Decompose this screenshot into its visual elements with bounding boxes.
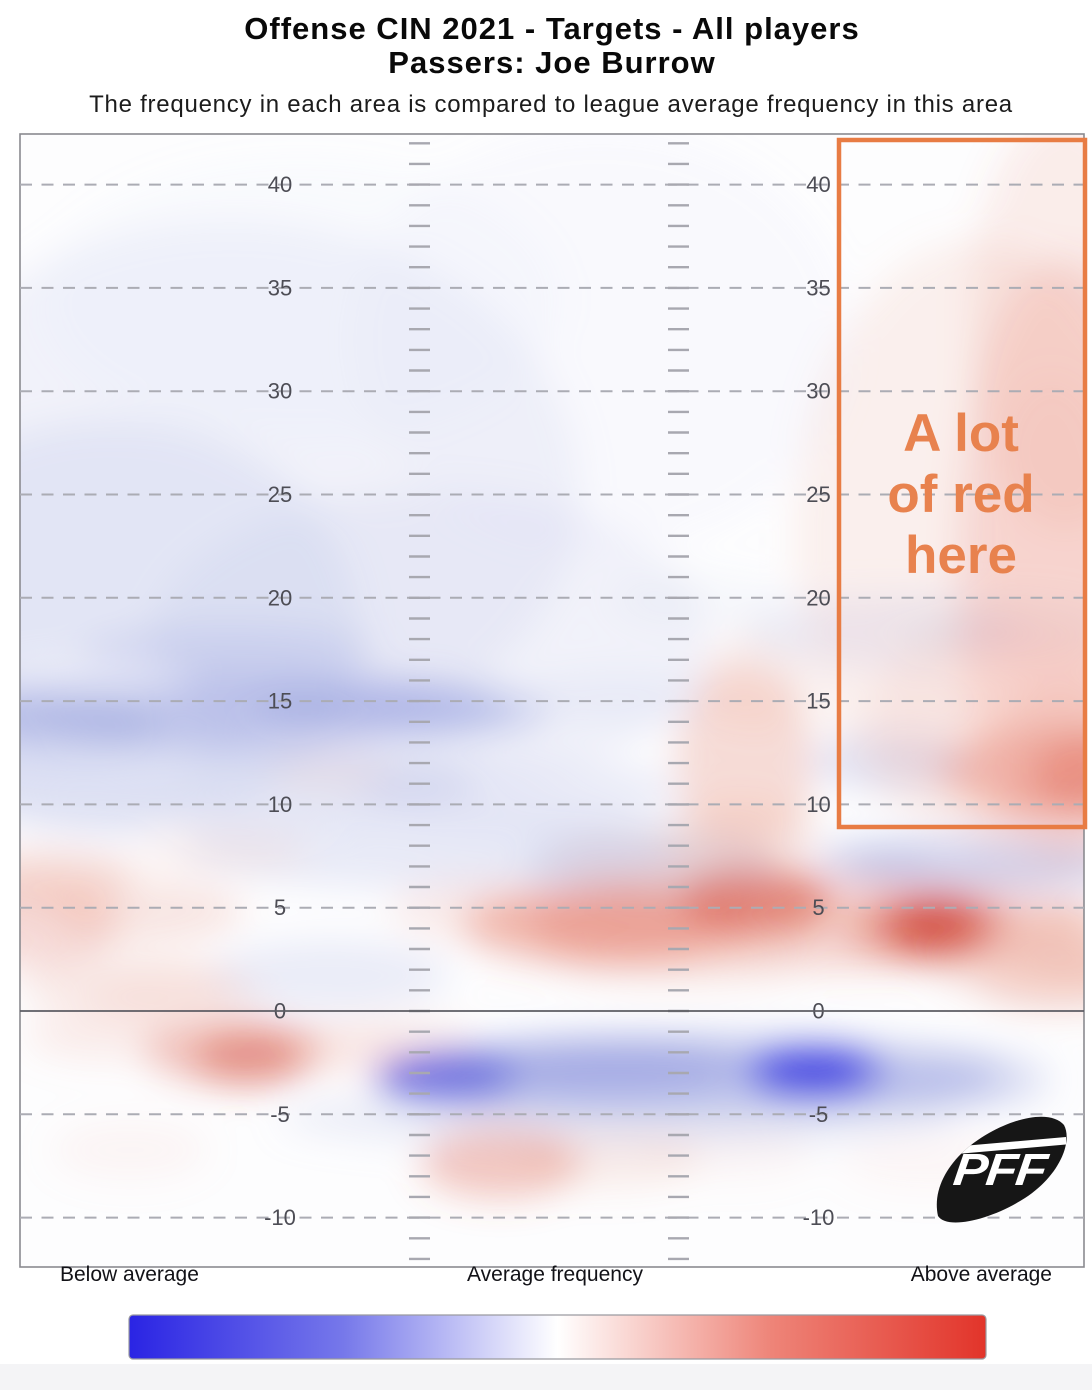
svg-text:-10: -10: [264, 1205, 296, 1230]
svg-text:35: 35: [806, 275, 830, 300]
svg-text:-5: -5: [809, 1102, 829, 1127]
svg-text:35: 35: [268, 275, 292, 300]
svg-text:Average frequency: Average frequency: [467, 1263, 643, 1286]
svg-text:30: 30: [806, 379, 830, 404]
svg-text:here: here: [905, 526, 1017, 585]
svg-text:10: 10: [806, 792, 830, 817]
svg-text:Passers: Joe Burrow: Passers: Joe Burrow: [388, 45, 715, 80]
svg-text:25: 25: [806, 482, 830, 507]
svg-text:Below average: Below average: [60, 1263, 199, 1286]
svg-text:-5: -5: [270, 1102, 290, 1127]
svg-text:PFF: PFF: [951, 1145, 1052, 1195]
svg-text:A lot: A lot: [903, 404, 1019, 463]
svg-text:The frequency in each area is: The frequency in each area is compared t…: [89, 91, 1013, 118]
svg-text:15: 15: [806, 689, 830, 714]
svg-text:of red: of red: [887, 465, 1034, 524]
svg-text:30: 30: [268, 379, 292, 404]
svg-text:40: 40: [268, 172, 292, 197]
svg-text:20: 20: [268, 585, 292, 610]
svg-text:20: 20: [806, 585, 830, 610]
svg-text:15: 15: [268, 689, 292, 714]
svg-text:25: 25: [268, 482, 292, 507]
svg-text:5: 5: [274, 895, 286, 920]
svg-text:40: 40: [806, 172, 830, 197]
svg-text:Above average: Above average: [911, 1263, 1052, 1286]
svg-text:5: 5: [812, 895, 824, 920]
svg-text:Offense CIN 2021 - Targets - A: Offense CIN 2021 - Targets - All players: [244, 11, 859, 46]
svg-text:-10: -10: [803, 1205, 835, 1230]
svg-text:10: 10: [268, 792, 292, 817]
